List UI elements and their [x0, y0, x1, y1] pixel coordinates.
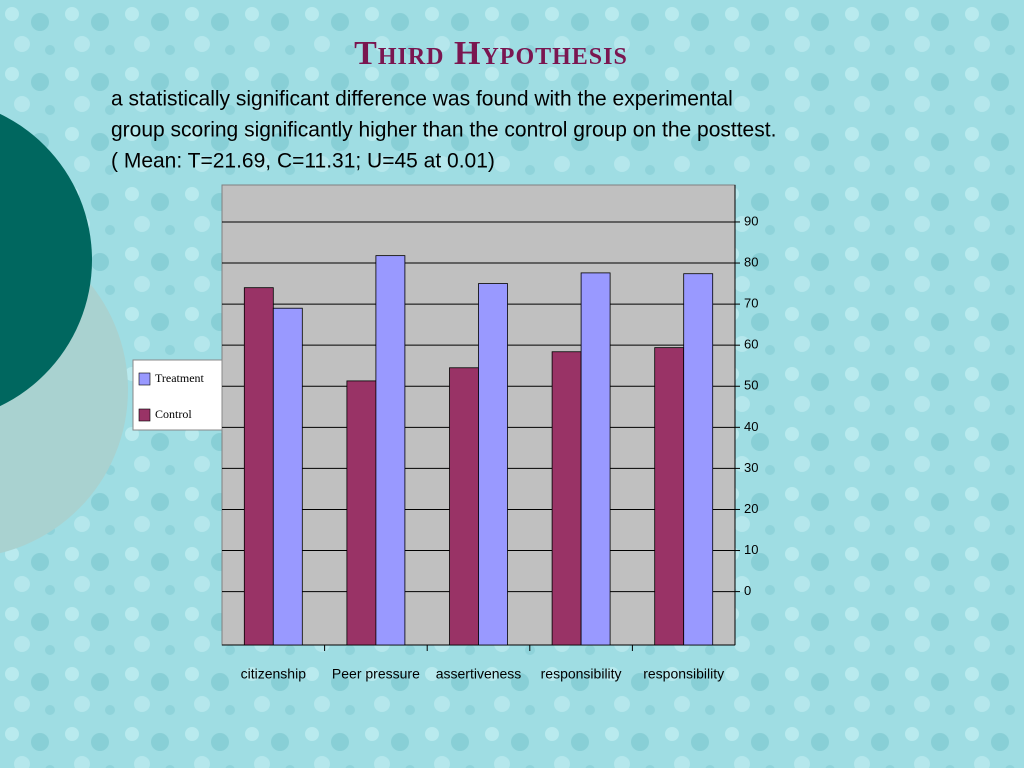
y-tick-label: 70	[744, 296, 758, 311]
bar	[580, 272, 611, 646]
bar	[272, 307, 303, 646]
text-line: ( Mean: T=21.69, C=11.31; U=45 at 0.01)	[111, 150, 495, 173]
slide-title: Third Hypothesis	[354, 35, 628, 72]
bar	[683, 273, 714, 646]
y-tick-label: 10	[744, 542, 758, 557]
x-tick-label: responsibility	[541, 666, 622, 682]
bar	[375, 255, 406, 646]
x-tick-label: citizenship	[241, 666, 307, 682]
x-tick-label: responsibility	[643, 666, 724, 682]
y-tick-label: 90	[744, 213, 758, 228]
bar	[551, 351, 582, 646]
deco-circle-dark	[0, 113, 92, 407]
bar	[346, 380, 377, 646]
x-tick-label: Peer pressure	[332, 666, 420, 682]
y-tick-label: 50	[744, 378, 758, 393]
x-tick-label: assertiveness	[436, 666, 522, 682]
y-tick-label: 80	[744, 254, 758, 269]
legend-label: Control	[155, 407, 192, 421]
legend-label: Treatment	[155, 371, 205, 385]
bar	[243, 287, 274, 646]
y-tick-label: 20	[744, 501, 758, 516]
legend-swatch	[138, 372, 151, 386]
legend-swatch	[138, 408, 151, 422]
text-line: group scoring significantly higher than …	[111, 119, 776, 142]
text-line: a statistically significant difference w…	[111, 88, 733, 111]
bar	[478, 283, 508, 646]
bar	[654, 347, 685, 646]
y-tick-label: 0	[744, 583, 751, 598]
bar	[449, 367, 479, 646]
y-tick-label: 60	[744, 337, 758, 352]
y-tick-label: 40	[744, 419, 758, 434]
y-tick-label: 30	[744, 460, 758, 475]
